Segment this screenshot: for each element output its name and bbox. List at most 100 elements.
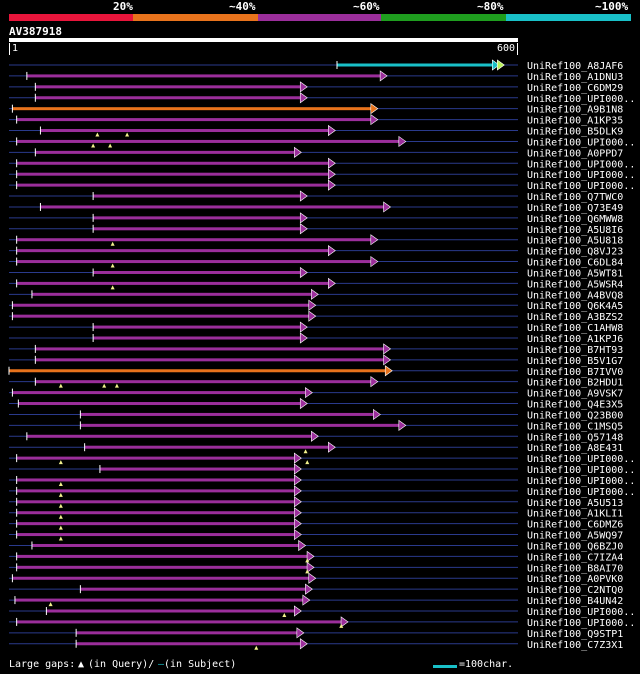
hit-row[interactable]: UniRef100_A1DNU3 xyxy=(9,70,623,83)
hit-name[interactable]: UniRef100_B2HDU1 xyxy=(527,378,623,389)
hit-row[interactable]: UniRef100_C1AHW8 xyxy=(9,321,623,334)
hit-name[interactable]: UniRef100_B7IVV0 xyxy=(527,367,623,378)
hit-name[interactable]: UniRef100_C7IZA4 xyxy=(527,552,623,563)
hit-name[interactable]: UniRef100_Q7TWC0 xyxy=(527,192,623,203)
hit-bar[interactable] xyxy=(12,314,310,318)
hit-bar[interactable] xyxy=(80,423,400,427)
hit-name[interactable]: UniRef100_C6DL84 xyxy=(527,258,623,269)
hit-row[interactable]: UniRef100_Q23B00 xyxy=(9,408,623,421)
hit-bar[interactable] xyxy=(93,216,302,220)
hit-name[interactable]: UniRef100_Q8VJ23 xyxy=(527,247,623,258)
hit-row[interactable]: UniRef100_UPI000.. xyxy=(9,605,635,618)
hit-row[interactable]: UniRef100_A5U8I6 xyxy=(9,223,623,236)
hit-bar[interactable] xyxy=(76,631,298,635)
hit-row[interactable]: UniRef100_A5U513 xyxy=(9,496,623,509)
hit-row[interactable]: UniRef100_Q4E3X5 xyxy=(9,397,623,411)
hit-bar[interactable] xyxy=(26,74,382,78)
hit-row[interactable]: UniRef100_C2NTQ0 xyxy=(9,583,623,596)
hit-bar[interactable] xyxy=(93,325,302,329)
hit-bar[interactable] xyxy=(16,478,296,482)
hit-name[interactable]: UniRef100_UPI000.. xyxy=(527,476,635,487)
hit-name[interactable]: UniRef100_UPI000.. xyxy=(527,454,635,465)
hit-bar[interactable] xyxy=(16,249,330,253)
hit-name[interactable]: UniRef100_C7Z3X1 xyxy=(527,640,623,651)
hit-name[interactable]: UniRef100_UPI000.. xyxy=(527,170,635,181)
hit-bar[interactable] xyxy=(35,150,296,154)
hit-name[interactable]: UniRef100_A5WSR4 xyxy=(527,279,623,290)
hit-row[interactable]: UniRef100_A8JAF6 xyxy=(9,59,623,72)
hit-name[interactable]: UniRef100_UPI000.. xyxy=(527,181,635,192)
hit-name[interactable]: UniRef100_C6DMZ6 xyxy=(527,520,623,531)
hit-name[interactable]: UniRef100_Q57148 xyxy=(527,432,623,443)
hit-bar[interactable] xyxy=(35,380,372,384)
hit-row[interactable]: UniRef100_B4UN42 xyxy=(9,594,623,607)
hit-bar[interactable] xyxy=(12,303,310,307)
hit-bar[interactable] xyxy=(16,565,309,569)
hit-bar[interactable] xyxy=(80,412,375,416)
hit-row[interactable]: UniRef100_B5V1G7 xyxy=(9,354,623,367)
hit-bar[interactable] xyxy=(16,118,372,122)
hit-bar[interactable] xyxy=(16,281,330,285)
hit-bar[interactable] xyxy=(46,609,296,613)
hit-row[interactable]: UniRef100_C6DMZ6 xyxy=(9,518,623,531)
hit-bar[interactable] xyxy=(84,445,330,449)
hit-row[interactable]: UniRef100_A9B1N8 xyxy=(9,103,623,116)
hit-row[interactable]: UniRef100_Q6BZJ0 xyxy=(9,539,623,552)
hit-bar[interactable] xyxy=(12,391,307,395)
hit-name[interactable]: UniRef100_A1DNU3 xyxy=(527,72,623,83)
hit-name[interactable]: UniRef100_A4BVQ8 xyxy=(527,290,623,301)
hit-bar[interactable] xyxy=(16,500,296,504)
hit-bar[interactable] xyxy=(14,598,304,602)
hit-row[interactable]: UniRef100_Q57148 xyxy=(9,430,623,443)
hit-bar[interactable] xyxy=(99,467,296,471)
hit-name[interactable]: UniRef100_A8E431 xyxy=(527,443,623,454)
hit-bar[interactable] xyxy=(93,227,302,231)
hit-row[interactable]: UniRef100_UPI000.. xyxy=(9,485,635,498)
hit-bar[interactable] xyxy=(16,172,330,176)
hit-bar[interactable] xyxy=(93,270,302,274)
hit-bar[interactable] xyxy=(16,522,296,526)
hit-bar[interactable] xyxy=(16,511,296,515)
hit-row[interactable]: UniRef100_UPI000.. xyxy=(9,452,635,465)
hit-name[interactable]: UniRef100_A5U818 xyxy=(527,236,623,247)
hit-name[interactable]: UniRef100_C1AHW8 xyxy=(527,323,623,334)
hit-bar[interactable] xyxy=(16,183,330,187)
hit-bar[interactable] xyxy=(16,161,330,165)
hit-bar[interactable] xyxy=(16,554,309,558)
hit-row[interactable]: UniRef100_A5WSR4 xyxy=(9,277,623,290)
hit-name[interactable]: UniRef100_Q6BZJ0 xyxy=(527,541,623,552)
hit-bar[interactable] xyxy=(12,576,310,580)
hit-row[interactable]: UniRef100_UPI000.. xyxy=(9,179,635,192)
hit-name[interactable]: UniRef100_A0PVK0 xyxy=(527,574,623,585)
hit-bar[interactable] xyxy=(16,456,296,460)
hit-row[interactable]: UniRef100_UPI000.. xyxy=(9,135,635,148)
hit-name[interactable]: UniRef100_A3BZS2 xyxy=(527,312,623,323)
hit-name[interactable]: UniRef100_Q6MWW8 xyxy=(527,214,623,225)
hit-name[interactable]: UniRef100_A5U8I6 xyxy=(527,225,623,236)
hit-bar[interactable] xyxy=(93,194,302,198)
hit-bar[interactable] xyxy=(9,369,387,373)
hit-row[interactable]: UniRef100_B7HT93 xyxy=(9,343,623,356)
hit-row[interactable]: UniRef100_C6DL84 xyxy=(9,255,623,269)
hit-row[interactable]: UniRef100_UPI000.. xyxy=(9,616,635,629)
hit-row[interactable]: UniRef100_UPI000.. xyxy=(9,474,635,487)
hit-name[interactable]: UniRef100_Q23B00 xyxy=(527,410,623,421)
hit-bar[interactable] xyxy=(76,642,302,646)
hit-name[interactable]: UniRef100_B4UN42 xyxy=(527,596,623,607)
hit-name[interactable]: UniRef100_UPI000.. xyxy=(527,607,635,618)
hit-row[interactable]: UniRef100_Q9STP1 xyxy=(9,627,623,640)
hit-name[interactable]: UniRef100_A5WT81 xyxy=(527,268,623,279)
hit-bar[interactable] xyxy=(35,96,302,100)
hit-name[interactable]: UniRef100_A5U513 xyxy=(527,498,623,509)
hit-bar[interactable] xyxy=(40,205,385,209)
hit-name[interactable]: UniRef100_Q9STP1 xyxy=(527,629,623,640)
hit-row[interactable]: UniRef100_UPI000.. xyxy=(9,168,635,181)
hit-bar[interactable] xyxy=(80,587,307,591)
hit-row[interactable]: UniRef100_UPI000.. xyxy=(9,157,635,170)
hit-bar[interactable] xyxy=(31,292,313,296)
hit-bar[interactable] xyxy=(31,543,300,547)
hit-row[interactable]: UniRef100_Q6MWW8 xyxy=(9,212,623,225)
hit-name[interactable]: UniRef100_B5DLK9 xyxy=(527,127,623,138)
hit-bar[interactable] xyxy=(35,85,302,89)
hit-row[interactable]: UniRef100_B5DLK9 xyxy=(9,124,623,138)
